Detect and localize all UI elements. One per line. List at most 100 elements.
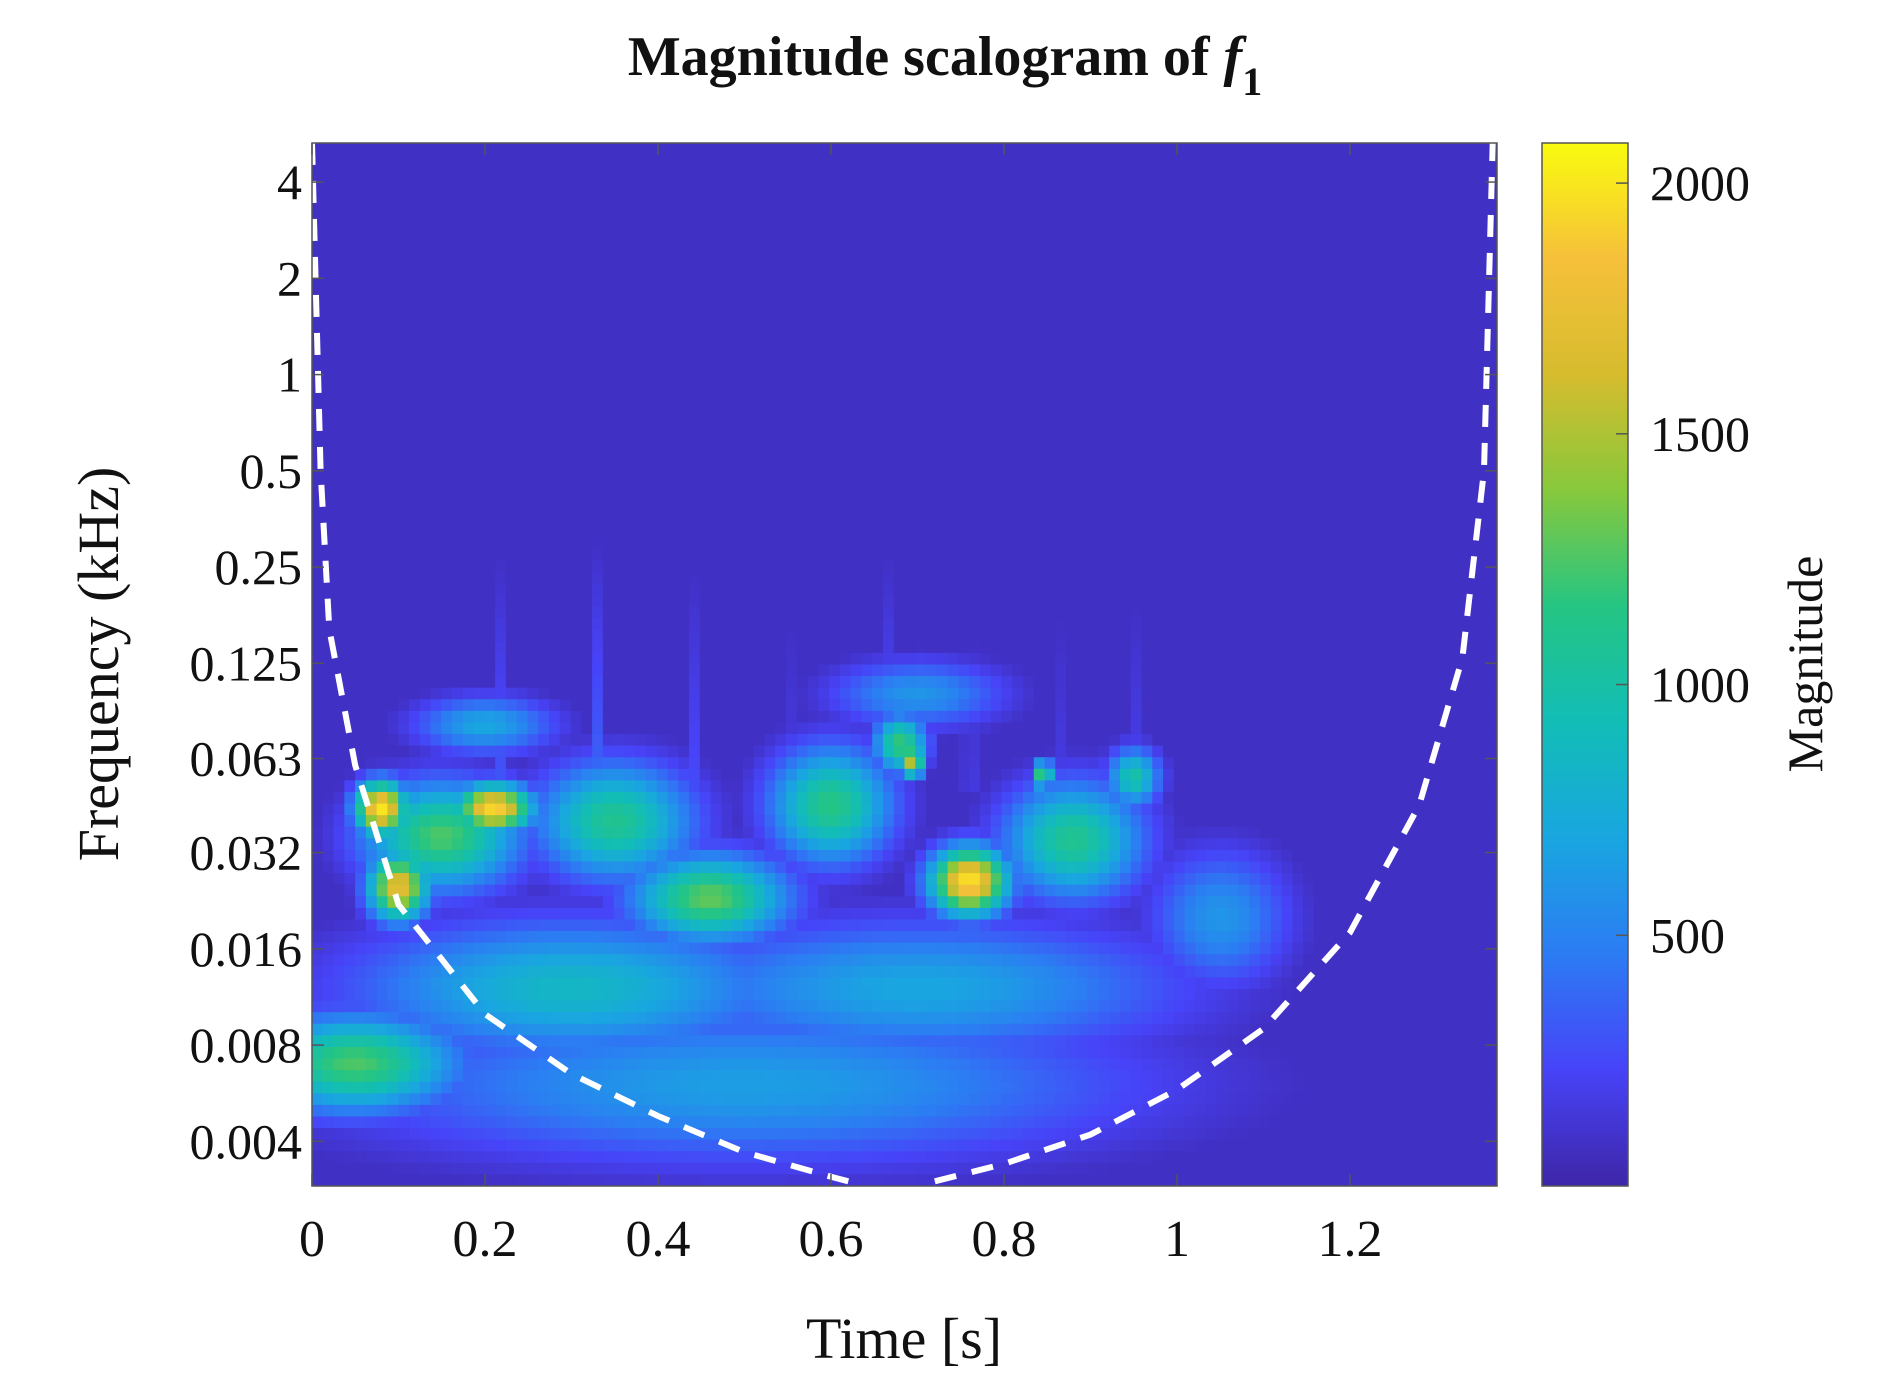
heatmap-cell bbox=[893, 270, 906, 283]
heatmap-cell bbox=[753, 641, 766, 654]
heatmap-cell bbox=[1173, 525, 1186, 538]
heatmap-cell bbox=[753, 537, 766, 550]
heatmap-cell bbox=[613, 212, 626, 225]
heatmap-cell bbox=[1173, 351, 1186, 364]
heatmap-cell bbox=[1346, 282, 1358, 295]
heatmap-cell bbox=[1464, 641, 1477, 654]
heatmap-cell bbox=[1453, 386, 1466, 399]
heatmap-cell bbox=[419, 386, 432, 399]
heatmap-cell bbox=[1260, 166, 1272, 179]
heatmap-cell bbox=[742, 212, 755, 225]
heatmap-cell bbox=[732, 177, 744, 191]
heatmap-cell bbox=[1453, 409, 1466, 422]
heatmap-cell bbox=[592, 397, 604, 411]
heatmap-cell bbox=[699, 455, 712, 469]
heatmap-cell bbox=[602, 328, 615, 341]
heatmap-cell bbox=[656, 629, 669, 643]
heatmap-cell bbox=[1130, 537, 1143, 550]
heatmap-cell bbox=[829, 224, 841, 237]
heatmap-cell bbox=[1443, 490, 1455, 504]
heatmap-cell bbox=[645, 618, 658, 631]
heatmap-cell bbox=[376, 525, 389, 538]
heatmap-cell bbox=[699, 247, 712, 260]
heatmap-cell bbox=[1260, 374, 1272, 388]
heatmap-cell bbox=[1163, 316, 1175, 330]
heatmap-cell bbox=[495, 351, 507, 364]
heatmap-cell bbox=[398, 212, 410, 225]
heatmap-cell bbox=[592, 351, 604, 364]
heatmap-cell bbox=[344, 270, 356, 283]
heatmap-cell bbox=[527, 293, 540, 307]
heatmap-cell bbox=[1173, 583, 1186, 596]
heatmap-cell bbox=[1249, 652, 1261, 666]
heatmap-cell bbox=[505, 282, 518, 295]
heatmap-cell bbox=[990, 235, 1003, 249]
heatmap-cell bbox=[365, 502, 378, 515]
heatmap-cell bbox=[1475, 629, 1488, 643]
heatmap-cell bbox=[829, 467, 841, 480]
heatmap-cell bbox=[656, 386, 669, 399]
heatmap-cell bbox=[1270, 490, 1283, 504]
heatmap-cell bbox=[441, 560, 453, 573]
heatmap-cell bbox=[678, 224, 690, 237]
heatmap-cell bbox=[1486, 386, 1497, 399]
heatmap-cell bbox=[732, 594, 744, 608]
heatmap-cell bbox=[624, 200, 636, 214]
heatmap-cell bbox=[365, 583, 378, 596]
heatmap-cell bbox=[1152, 409, 1164, 422]
heatmap-cell bbox=[656, 455, 669, 469]
heatmap-cell bbox=[1292, 409, 1304, 422]
heatmap-cell bbox=[398, 409, 410, 422]
heatmap-cell bbox=[829, 548, 841, 561]
heatmap-cell bbox=[1098, 490, 1110, 504]
heatmap-cell bbox=[1141, 444, 1154, 457]
heatmap-cell bbox=[602, 224, 615, 237]
heatmap-cell bbox=[419, 421, 432, 434]
heatmap-cell bbox=[462, 618, 475, 631]
heatmap-cell bbox=[1400, 479, 1412, 492]
heatmap-cell bbox=[484, 502, 496, 515]
heatmap-cell bbox=[689, 212, 701, 225]
heatmap-cell bbox=[1076, 421, 1089, 434]
heatmap-cell bbox=[376, 316, 389, 330]
heatmap-cell bbox=[753, 154, 766, 167]
heatmap-cell bbox=[602, 583, 615, 596]
heatmap-cell bbox=[1313, 397, 1326, 411]
heatmap-cell bbox=[645, 629, 658, 643]
heatmap-cell bbox=[1119, 386, 1132, 399]
heatmap-cell bbox=[1260, 189, 1272, 202]
heatmap-cell bbox=[656, 316, 669, 330]
heatmap-cell bbox=[1195, 548, 1207, 561]
heatmap-cell bbox=[1389, 235, 1401, 249]
heatmap-cell bbox=[1119, 490, 1132, 504]
heatmap-cell bbox=[1389, 560, 1401, 573]
heatmap-cell bbox=[1076, 154, 1089, 167]
heatmap-cell bbox=[344, 490, 356, 504]
heatmap-cell bbox=[1346, 235, 1358, 249]
heatmap-cell bbox=[1389, 629, 1401, 643]
heatmap-cell bbox=[1033, 421, 1046, 434]
heatmap-cell bbox=[1335, 421, 1347, 434]
heatmap-cell bbox=[1216, 467, 1229, 480]
heatmap-cell bbox=[1260, 328, 1272, 341]
heatmap-cell bbox=[538, 328, 550, 341]
heatmap-cell bbox=[484, 247, 496, 260]
heatmap-cell bbox=[365, 224, 378, 237]
heatmap-cell bbox=[1249, 200, 1261, 214]
heatmap-row bbox=[312, 328, 1497, 341]
heatmap-cell bbox=[1012, 374, 1024, 388]
heatmap-cell bbox=[408, 525, 421, 538]
heatmap-cell bbox=[699, 548, 712, 561]
heatmap-cell bbox=[1356, 479, 1369, 492]
heatmap-cell bbox=[1443, 293, 1455, 307]
heatmap-cell bbox=[419, 270, 432, 283]
heatmap-cell bbox=[549, 409, 561, 422]
heatmap-cell bbox=[1130, 444, 1143, 457]
heatmap-cell bbox=[462, 270, 475, 283]
heatmap-cell bbox=[850, 467, 863, 480]
heatmap-cell bbox=[969, 560, 981, 573]
heatmap-cell bbox=[699, 571, 712, 585]
heatmap-cell bbox=[1453, 258, 1466, 272]
heatmap-cell bbox=[1119, 212, 1132, 225]
heatmap-cell bbox=[786, 235, 798, 249]
